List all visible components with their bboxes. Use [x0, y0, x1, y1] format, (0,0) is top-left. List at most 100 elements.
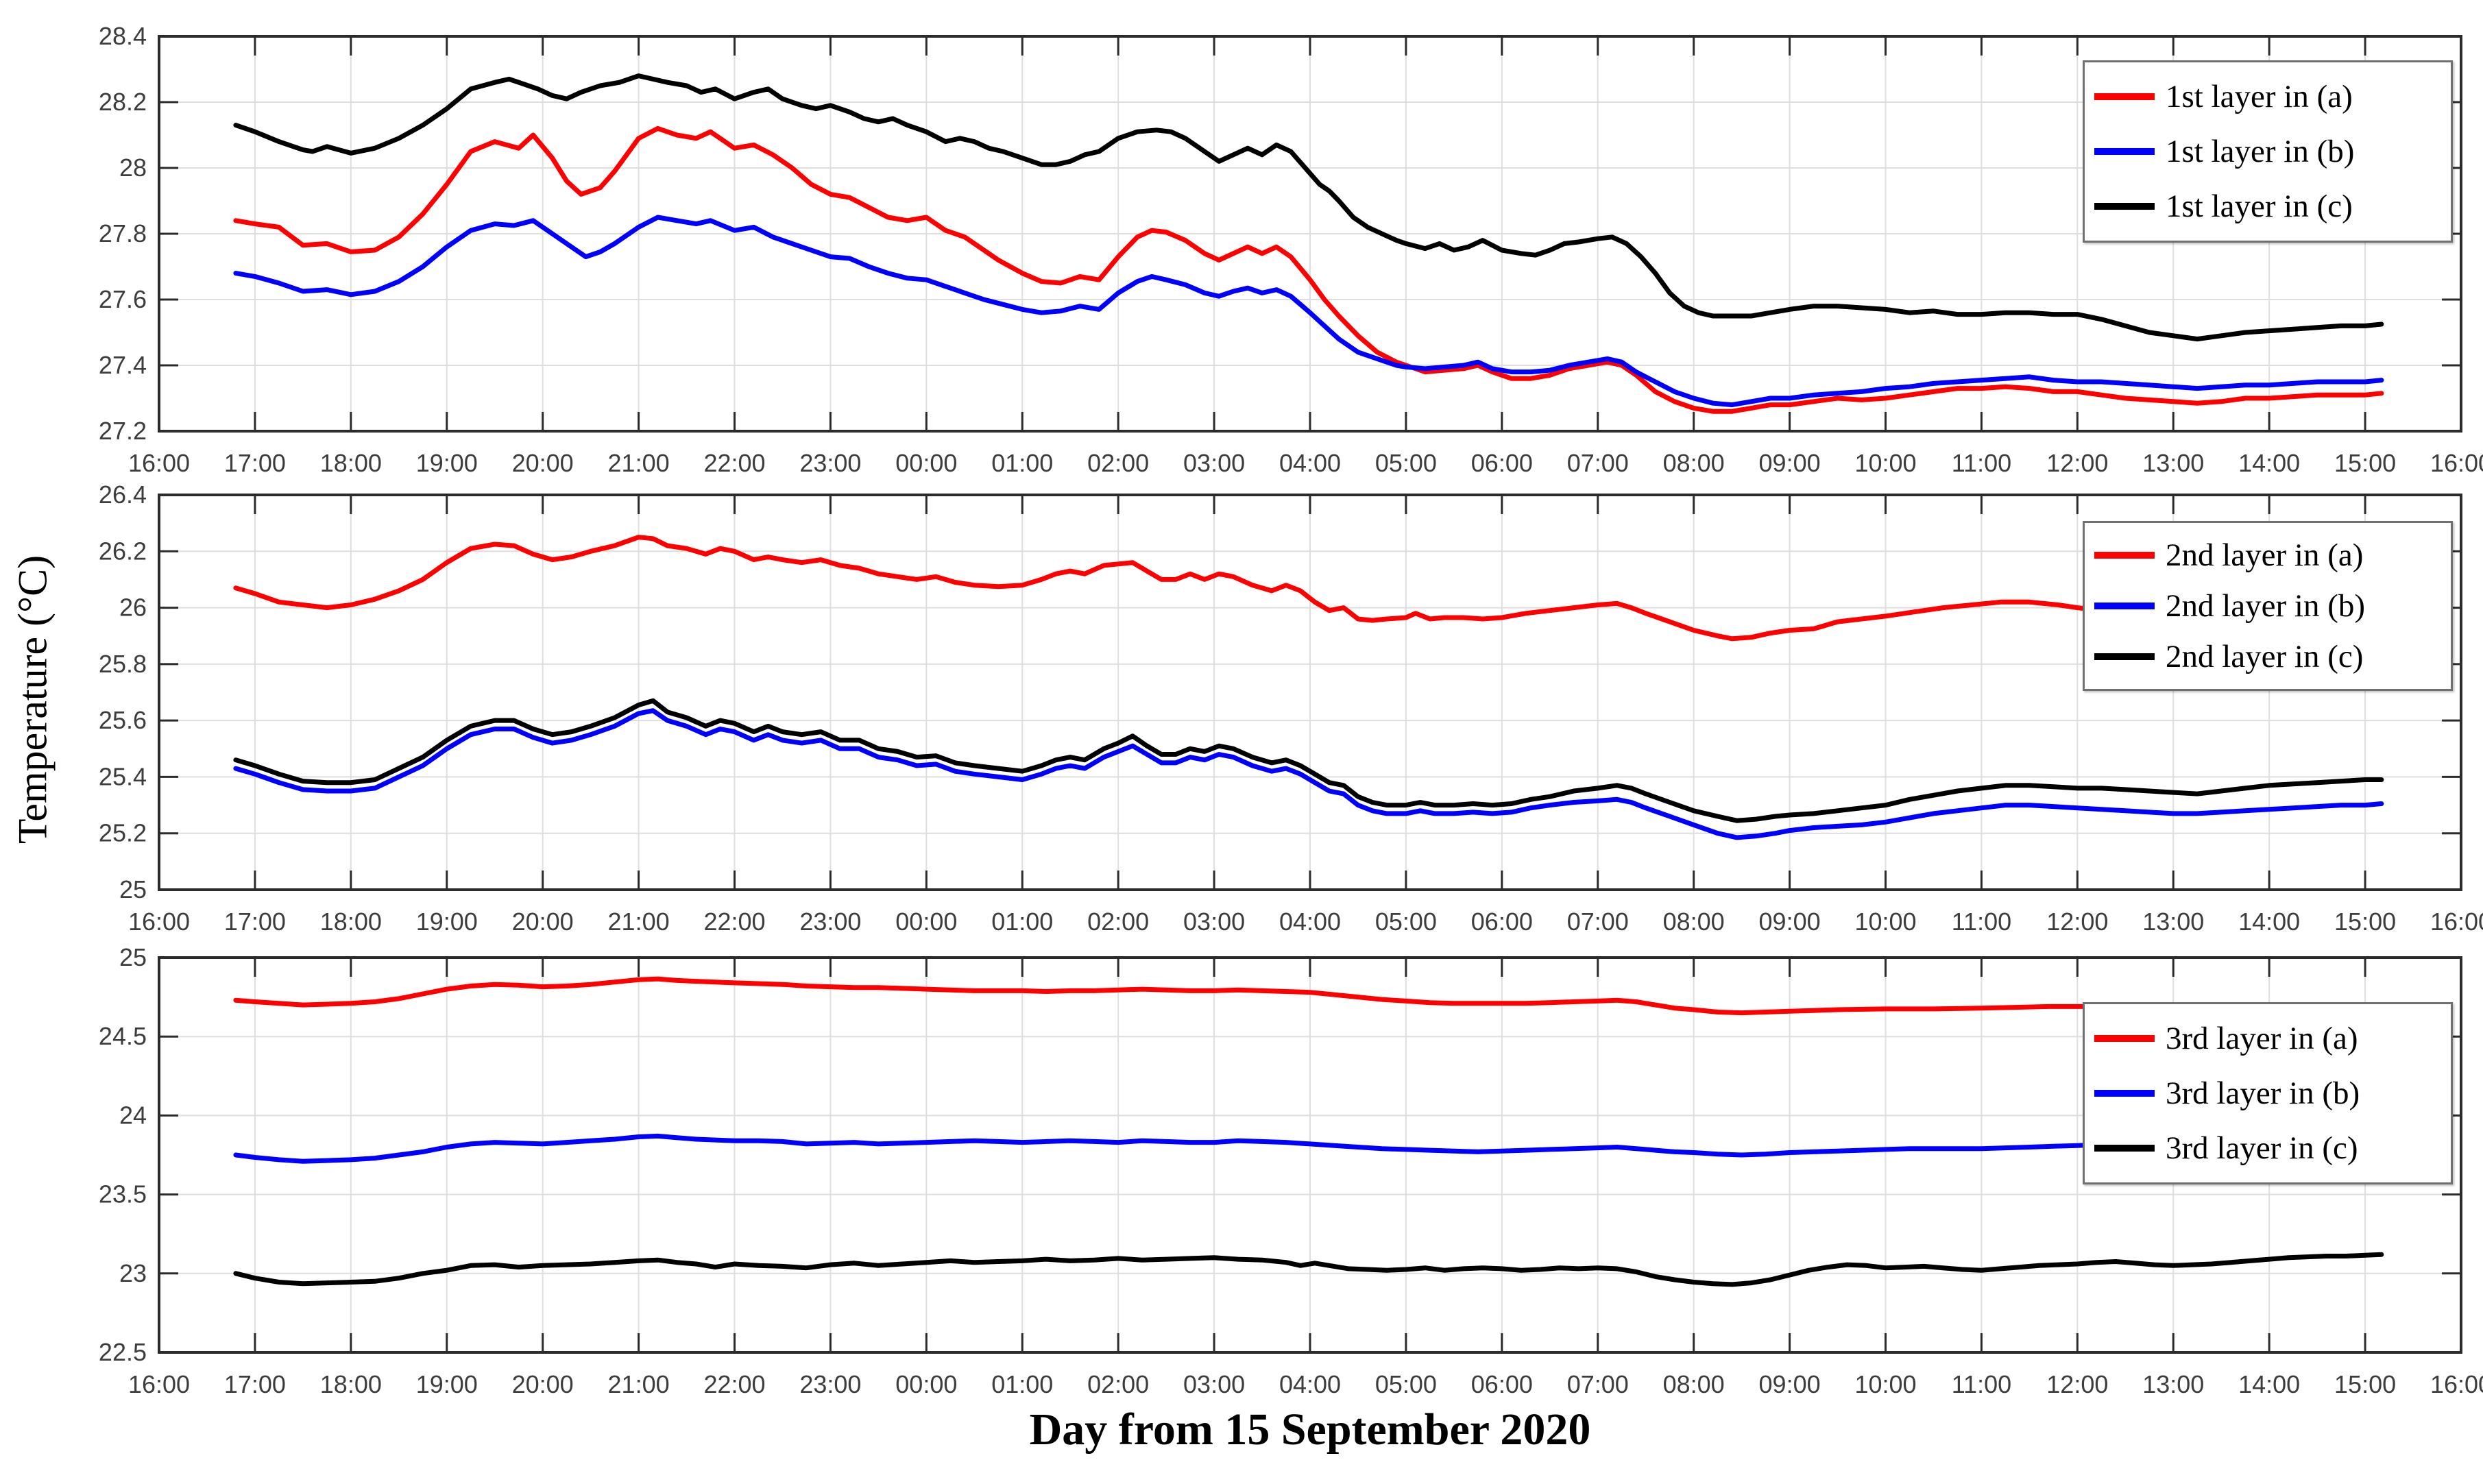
x-tick-label: 22:00 [703, 449, 765, 477]
legend-label: 2nd layer in (b) [2166, 588, 2366, 624]
legend-line-black [2094, 1145, 2155, 1152]
legend-item: 2nd layer in (c) [2094, 638, 2441, 675]
x-tick-label: 05:00 [1375, 908, 1437, 936]
x-tick-label: 11:00 [1952, 1370, 2011, 1398]
x-tick-label: 21:00 [608, 908, 670, 936]
y-tick-label: 24.5 [99, 1022, 147, 1050]
y-tick-label: 23.5 [99, 1180, 147, 1208]
x-tick-label: 11:00 [1952, 449, 2011, 477]
legend-line-red [2094, 1035, 2155, 1042]
x-tick-label: 04:00 [1279, 1370, 1341, 1398]
x-tick-label: 17:00 [224, 449, 286, 477]
x-tick-label: 08:00 [1663, 1370, 1725, 1398]
x-tick-label: 21:00 [608, 1370, 670, 1398]
x-tick-label: 14:00 [2238, 1370, 2300, 1398]
legend-line-blue [2094, 1090, 2155, 1097]
y-tick-label: 25.2 [99, 819, 147, 847]
x-tick-label: 16:00 [128, 449, 190, 477]
x-tick-label: 15:00 [2334, 449, 2396, 477]
x-tick-label: 21:00 [608, 449, 670, 477]
x-tick-label: 10:00 [1854, 1370, 1916, 1398]
x-tick-label: 13:00 [2142, 449, 2204, 477]
legend-panel-1[interactable]: 1st layer in (a) 1st layer in (b) 1st la… [2083, 60, 2453, 243]
legend-label: 1st layer in (b) [2166, 134, 2355, 169]
x-tick-label: 16:00 [2430, 908, 2483, 936]
legend-label: 3rd layer in (b) [2166, 1075, 2360, 1111]
x-tick-label: 09:00 [1759, 1370, 1821, 1398]
series-line-series_a[interactable] [233, 535, 2384, 642]
legend-item: 2nd layer in (a) [2094, 537, 2441, 574]
legend-label: 1st layer in (c) [2166, 188, 2353, 224]
legend-item: 1st layer in (a) [2094, 78, 2441, 115]
legend-label: 3rd layer in (a) [2166, 1021, 2358, 1056]
x-tick-label: 02:00 [1087, 449, 1149, 477]
series-line-series_c[interactable] [233, 1252, 2384, 1287]
series-line-series_a[interactable] [233, 125, 2384, 414]
y-axis-label: Temperature (°C) [10, 555, 56, 844]
x-tick-label: 05:00 [1375, 449, 1437, 477]
legend-line-red [2094, 93, 2155, 100]
x-tick-label: 23:00 [799, 1370, 861, 1398]
x-tick-label: 02:00 [1087, 1370, 1149, 1398]
y-tick-label: 27.6 [99, 285, 147, 313]
legend-panel-3[interactable]: 3rd layer in (a) 3rd layer in (b) 3rd la… [2083, 1002, 2453, 1184]
x-tick-label: 01:00 [991, 449, 1053, 477]
x-tick-label: 02:00 [1087, 908, 1149, 936]
x-tick-label: 20:00 [512, 1370, 574, 1398]
y-tick-label: 24 [119, 1101, 147, 1129]
x-tick-label: 11:00 [1952, 908, 2011, 936]
series-line-series_b[interactable] [233, 708, 2384, 840]
legend-label: 2nd layer in (a) [2166, 537, 2364, 573]
x-tick-label: 20:00 [512, 449, 574, 477]
x-tick-label: 16:00 [128, 908, 190, 936]
legend-line-blue [2094, 148, 2155, 155]
x-tick-label: 18:00 [320, 449, 382, 477]
axes-box [158, 494, 2462, 891]
y-tick-label: 28.2 [99, 88, 147, 116]
x-tick-label: 05:00 [1375, 1370, 1437, 1398]
x-tick-label: 23:00 [799, 908, 861, 936]
x-tick-label: 22:00 [703, 908, 765, 936]
y-tick-label: 28.4 [99, 22, 147, 50]
legend-item: 3rd layer in (a) [2094, 1020, 2441, 1057]
series-line-series_c[interactable] [233, 698, 2384, 823]
series-line-series_a[interactable] [233, 976, 2384, 1016]
x-tick-label: 01:00 [991, 908, 1053, 936]
y-tick-label: 26 [119, 594, 147, 622]
x-tick-label: 04:00 [1279, 908, 1341, 936]
x-tick-label: 22:00 [703, 1370, 765, 1398]
legend-item: 3rd layer in (c) [2094, 1130, 2441, 1167]
y-tick-label: 25.6 [99, 706, 147, 734]
x-tick-label: 06:00 [1471, 1370, 1533, 1398]
legend-item: 1st layer in (c) [2094, 188, 2441, 225]
x-tick-label: 13:00 [2142, 1370, 2204, 1398]
x-tick-label: 19:00 [416, 908, 478, 936]
x-tick-label: 19:00 [416, 449, 478, 477]
x-tick-label: 13:00 [2142, 908, 2204, 936]
x-tick-label: 03:00 [1183, 908, 1245, 936]
series-line-series_c[interactable] [233, 73, 2384, 342]
x-tick-label: 07:00 [1567, 1370, 1629, 1398]
x-tick-label: 17:00 [224, 908, 286, 936]
legend-panel-2[interactable]: 2nd layer in (a) 2nd layer in (b) 2nd la… [2083, 521, 2453, 691]
x-tick-label: 15:00 [2334, 908, 2396, 936]
y-tick-label: 27.4 [99, 351, 147, 379]
series-line-series_b[interactable] [233, 1133, 2384, 1164]
x-tick-label: 19:00 [416, 1370, 478, 1398]
x-tick-label: 16:00 [128, 1370, 190, 1398]
legend-label: 2nd layer in (c) [2166, 639, 2364, 674]
x-tick-label: 14:00 [2238, 449, 2300, 477]
y-tick-label: 25.4 [99, 762, 147, 790]
axes-box [158, 35, 2462, 433]
y-tick-label: 26.4 [99, 481, 147, 509]
x-axis-label: Day from 15 September 2020 [1029, 1404, 1591, 1455]
x-tick-label: 15:00 [2334, 1370, 2396, 1398]
x-tick-label: 20:00 [512, 908, 574, 936]
y-tick-label: 25 [119, 943, 147, 971]
x-tick-label: 16:00 [2430, 1370, 2483, 1398]
legend-label: 3rd layer in (c) [2166, 1130, 2358, 1166]
series-line-series_b[interactable] [233, 215, 2384, 408]
y-tick-label: 27.2 [99, 417, 147, 445]
x-tick-label: 06:00 [1471, 908, 1533, 936]
